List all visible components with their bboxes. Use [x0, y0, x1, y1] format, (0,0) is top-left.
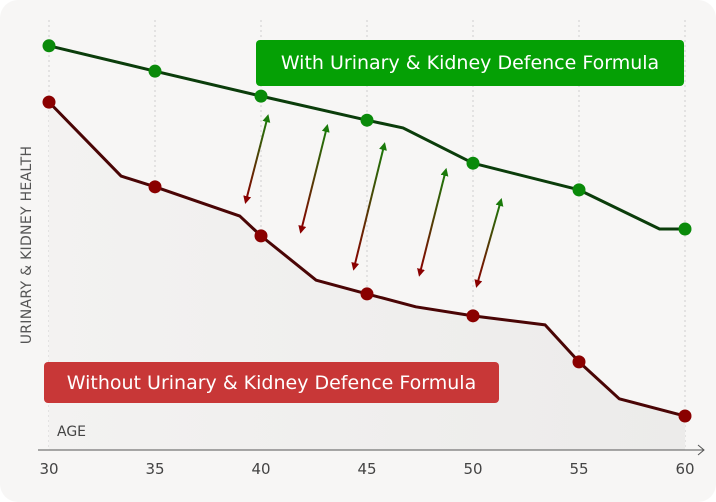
data-point-without-formula — [148, 180, 162, 194]
data-point-without-formula — [360, 287, 374, 301]
double-arrow — [474, 198, 504, 288]
double-arrow — [298, 124, 330, 234]
data-point-without-formula — [42, 95, 56, 109]
data-point-without-formula — [254, 229, 268, 243]
x-axis-label: AGE — [57, 424, 87, 440]
double-arrow — [351, 142, 387, 271]
data-point-without-formula — [572, 355, 586, 369]
x-tick-label: 60 — [675, 460, 695, 478]
x-tick-label: 30 — [39, 460, 59, 478]
x-tick-label: 50 — [463, 460, 483, 478]
data-point-with-formula — [254, 89, 268, 103]
x-tick-label: 55 — [569, 460, 589, 478]
data-point-with-formula — [360, 113, 374, 127]
data-point-with-formula — [572, 183, 586, 197]
y-axis-label: URINARY & KIDNEY HEALTH — [19, 145, 35, 345]
data-point-with-formula — [148, 64, 162, 78]
double-arrow — [417, 167, 449, 277]
data-point-with-formula — [466, 156, 480, 170]
x-tick-label: 35 — [145, 460, 165, 478]
data-point-with-formula — [42, 39, 56, 53]
x-axis-arrow-icon — [697, 444, 705, 456]
series-line-with-formula — [48, 44, 685, 231]
data-point-with-formula — [678, 222, 692, 236]
legend-with-formula: With Urinary & Kidney Defence Formula — [256, 40, 684, 86]
legend-without-formula: Without Urinary & Kidney Defence Formula — [44, 362, 499, 403]
double-arrow — [243, 114, 271, 205]
data-point-without-formula — [678, 409, 692, 423]
x-tick-label: 45 — [357, 460, 377, 478]
data-point-without-formula — [466, 309, 480, 323]
x-tick-label: 40 — [251, 460, 271, 478]
